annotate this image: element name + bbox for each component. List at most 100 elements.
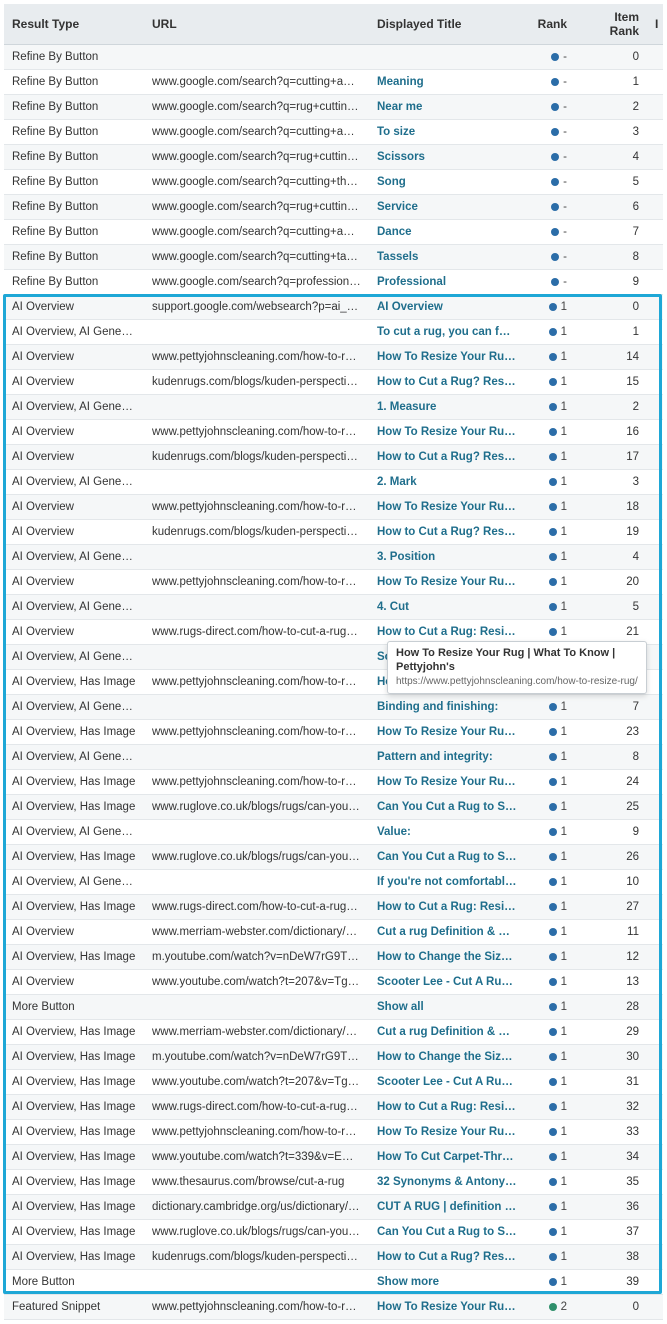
- table-row[interactable]: AI Overviewkudenrugs.com/blogs/kuden-per…: [4, 370, 663, 395]
- table-row[interactable]: AI Overviewwww.pettyjohnscleaning.com/ho…: [4, 570, 663, 595]
- cell-url[interactable]: m.youtube.com/watch?v=nDeW7rG9TCQ#:~:tex…: [144, 945, 369, 970]
- cell-displayed-title[interactable]: How To Cut Carpet-Three Methods To Cut C…: [369, 1145, 525, 1170]
- cell-displayed-title[interactable]: [369, 45, 525, 70]
- table-row[interactable]: AI Overview, Has Imagedictionary.cambrid…: [4, 1195, 663, 1220]
- table-row[interactable]: AI Overview, Has Imagewww.ruglove.co.uk/…: [4, 795, 663, 820]
- cell-displayed-title[interactable]: Show more: [369, 1270, 525, 1295]
- cell-url[interactable]: www.pettyjohnscleaning.com/how-to-resize…: [144, 770, 369, 795]
- table-row[interactable]: AI Overview, Has Imagewww.rugs-direct.co…: [4, 1095, 663, 1120]
- table-row[interactable]: AI Overview, AI GeneratedValue:19: [4, 820, 663, 845]
- table-row[interactable]: AI Overview, AI GeneratedTo cut a rug, y…: [4, 320, 663, 345]
- cell-url[interactable]: www.google.com/search?q=cutting+a+rug+da…: [144, 220, 369, 245]
- cell-url[interactable]: dictionary.cambridge.org/us/dictionary/e…: [144, 1195, 369, 1220]
- cell-displayed-title[interactable]: Tassels: [369, 245, 525, 270]
- table-row[interactable]: AI Overviewwww.pettyjohnscleaning.com/ho…: [4, 420, 663, 445]
- cell-url[interactable]: [144, 645, 369, 670]
- table-row[interactable]: Refine By Buttonwww.google.com/search?q=…: [4, 270, 663, 295]
- table-row[interactable]: AI Overview, Has Imagewww.pettyjohnsclea…: [4, 720, 663, 745]
- table-row[interactable]: Refine By Buttonwww.google.com/search?q=…: [4, 195, 663, 220]
- cell-displayed-title[interactable]: How To Resize Your Rug | What To Know | …: [369, 495, 525, 520]
- table-row[interactable]: AI Overview, Has Imagewww.pettyjohnsclea…: [4, 770, 663, 795]
- cell-displayed-title[interactable]: AI Overview: [369, 295, 525, 320]
- cell-displayed-title[interactable]: 3. Position: [369, 545, 525, 570]
- cell-displayed-title[interactable]: Song: [369, 170, 525, 195]
- cell-url[interactable]: www.ruglove.co.uk/blogs/rugs/can-you-cut…: [144, 1220, 369, 1245]
- cell-url[interactable]: kudenrugs.com/blogs/kuden-perspectives/c…: [144, 445, 369, 470]
- cell-url[interactable]: support.google.com/websearch?p=ai_overvi…: [144, 295, 369, 320]
- cell-url[interactable]: www.google.com/search?q=rug+cutting+scis…: [144, 145, 369, 170]
- cell-url[interactable]: www.merriam-webster.com/dictionary/cut%2…: [144, 920, 369, 945]
- cell-url[interactable]: [144, 320, 369, 345]
- cell-displayed-title[interactable]: Can You Cut a Rug to Size?: [369, 845, 525, 870]
- table-row[interactable]: AI Overview, Has Imagewww.ruglove.co.uk/…: [4, 1220, 663, 1245]
- table-row[interactable]: More ButtonShow more139: [4, 1270, 663, 1295]
- cell-displayed-title[interactable]: 2. Mark: [369, 470, 525, 495]
- cell-displayed-title[interactable]: To size: [369, 120, 525, 145]
- cell-url[interactable]: www.google.com/search?q=professional+rug…: [144, 270, 369, 295]
- cell-displayed-title[interactable]: How To Resize Your Rug | What To Know | …: [369, 770, 525, 795]
- cell-displayed-title[interactable]: Professional: [369, 270, 525, 295]
- cell-displayed-title[interactable]: How to Cut a Rug: Resizing Guide for Beg…: [369, 1095, 525, 1120]
- cell-url[interactable]: [144, 695, 369, 720]
- col-header-rank[interactable]: Rank: [525, 4, 575, 45]
- col-header-displayed-title[interactable]: Displayed Title: [369, 4, 525, 45]
- cell-displayed-title[interactable]: Near me: [369, 95, 525, 120]
- table-row[interactable]: AI Overviewwww.pettyjohnscleaning.com/ho…: [4, 495, 663, 520]
- table-row[interactable]: AI Overview, Has Imagewww.merriam-webste…: [4, 1020, 663, 1045]
- table-row[interactable]: Refine By Buttonwww.google.com/search?q=…: [4, 145, 663, 170]
- cell-displayed-title[interactable]: How to Cut a Rug? Resize and Style Your …: [369, 445, 525, 470]
- cell-url[interactable]: kudenrugs.com/blogs/kuden-perspectives/c…: [144, 370, 369, 395]
- cell-displayed-title[interactable]: Scooter Lee - Cut A Rug - Line Dance Ins…: [369, 970, 525, 995]
- cell-displayed-title[interactable]: Can You Cut a Rug to Size?: [369, 795, 525, 820]
- cell-displayed-title[interactable]: CUT A RUG | definition in the Cambridge …: [369, 1195, 525, 1220]
- cell-url[interactable]: www.google.com/search?q=cutting+the+rug+…: [144, 170, 369, 195]
- cell-url[interactable]: www.rugs-direct.com/how-to-cut-a-rug#:~:…: [144, 620, 369, 645]
- table-row[interactable]: AI Overview, Has Imagewww.youtube.com/wa…: [4, 1145, 663, 1170]
- cell-url[interactable]: kudenrugs.com/blogs/kuden-perspectives/c…: [144, 520, 369, 545]
- cell-displayed-title[interactable]: 1. Measure: [369, 395, 525, 420]
- cell-displayed-title[interactable]: How To Resize Your Rug | What To Know | …: [369, 420, 525, 445]
- table-row[interactable]: AI Overview, AI GeneratedIf you're not c…: [4, 870, 663, 895]
- cell-displayed-title[interactable]: 32 Synonyms & Antonyms for CUT A RUG - T…: [369, 1170, 525, 1195]
- cell-displayed-title[interactable]: To cut a rug, you can follow these steps…: [369, 320, 525, 345]
- cell-displayed-title[interactable]: Scooter Lee - Cut A Rug - Line Dance Ins…: [369, 1070, 525, 1095]
- table-row[interactable]: Refine By Buttonwww.google.com/search?q=…: [4, 95, 663, 120]
- table-row[interactable]: AI Overview, Has Imagewww.ruglove.co.uk/…: [4, 845, 663, 870]
- table-row[interactable]: AI Overviewsupport.google.com/websearch?…: [4, 295, 663, 320]
- cell-url[interactable]: www.pettyjohnscleaning.com/how-to-resize…: [144, 495, 369, 520]
- cell-displayed-title[interactable]: Cut a rug Definition & Meaning - Merriam…: [369, 1020, 525, 1045]
- table-row[interactable]: Refine By Buttonwww.google.com/search?q=…: [4, 120, 663, 145]
- cell-displayed-title[interactable]: Binding and finishing:: [369, 695, 525, 720]
- cell-url[interactable]: [144, 870, 369, 895]
- table-row[interactable]: AI Overview, Has Imagewww.rugs-direct.co…: [4, 895, 663, 920]
- cell-url[interactable]: www.pettyjohnscleaning.com/how-to-resize…: [144, 420, 369, 445]
- cell-displayed-title[interactable]: Cut a rug Definition & Meaning - Merriam…: [369, 920, 525, 945]
- cell-displayed-title[interactable]: 4. Cut: [369, 595, 525, 620]
- cell-url[interactable]: [144, 1270, 369, 1295]
- col-header-url[interactable]: URL: [144, 4, 369, 45]
- table-row[interactable]: AI Overviewwww.merriam-webster.com/dicti…: [4, 920, 663, 945]
- cell-displayed-title[interactable]: How to Change the Size of a Rug (Cut a C…: [369, 1045, 525, 1070]
- table-row[interactable]: AI Overview, Has Imagewww.youtube.com/wa…: [4, 1070, 663, 1095]
- cell-url[interactable]: www.google.com/search?q=cutting+a+rug+to…: [144, 120, 369, 145]
- table-row[interactable]: Featured Snippetwww.pettyjohnscleaning.c…: [4, 1295, 663, 1320]
- cell-url[interactable]: [144, 395, 369, 420]
- cell-url[interactable]: [144, 545, 369, 570]
- cell-displayed-title[interactable]: How to Cut a Rug? Resize and Style Your …: [369, 370, 525, 395]
- cell-url[interactable]: www.youtube.com/watch?t=339&v=EAl-79hLAS…: [144, 1145, 369, 1170]
- cell-displayed-title[interactable]: Show all: [369, 995, 525, 1020]
- cell-url[interactable]: www.pettyjohnscleaning.com/how-to-resize…: [144, 570, 369, 595]
- table-row[interactable]: AI Overview, Has Imagem.youtube.com/watc…: [4, 1045, 663, 1070]
- cell-url[interactable]: [144, 45, 369, 70]
- cell-url[interactable]: www.youtube.com/watch?t=207&v=TgRYpA0qNi…: [144, 970, 369, 995]
- table-row[interactable]: AI Overview, AI GeneratedBinding and fin…: [4, 695, 663, 720]
- table-row[interactable]: Refine By Buttonwww.google.com/search?q=…: [4, 170, 663, 195]
- cell-displayed-title[interactable]: How To Resize Your Rug | What To Know | …: [369, 1120, 525, 1145]
- table-row[interactable]: AI Overview, Has Imagem.youtube.com/watc…: [4, 945, 663, 970]
- cell-url[interactable]: www.thesaurus.com/browse/cut-a-rug: [144, 1170, 369, 1195]
- cell-url[interactable]: www.pettyjohnscleaning.com/how-to-resize…: [144, 670, 369, 695]
- cell-displayed-title[interactable]: How To Resize Your Rug | What To Know | …: [369, 720, 525, 745]
- cell-url[interactable]: www.ruglove.co.uk/blogs/rugs/can-you-cut…: [144, 795, 369, 820]
- cell-url[interactable]: www.rugs-direct.com/how-to-cut-a-rug#:~:…: [144, 1095, 369, 1120]
- cell-url[interactable]: www.pettyjohnscleaning.com/how-to-resize…: [144, 345, 369, 370]
